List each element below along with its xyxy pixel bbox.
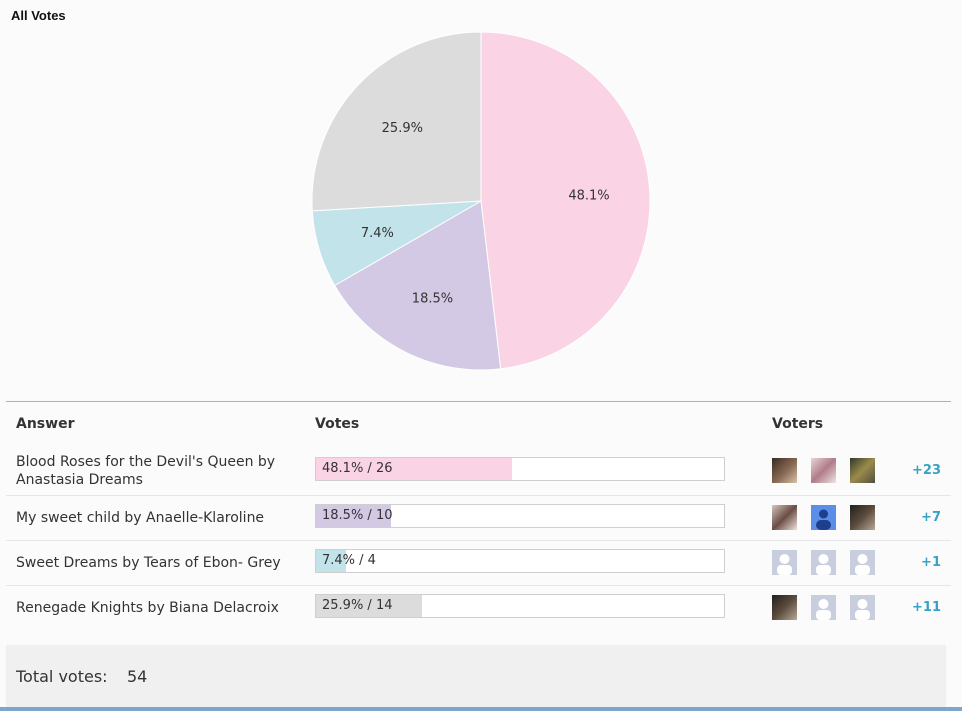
total-votes-label: Total votes: xyxy=(16,667,108,686)
answer-label: Sweet Dreams by Tears of Ebon- Grey xyxy=(16,555,281,571)
voter-avatar-placeholder[interactable] xyxy=(850,595,875,620)
table-row: Blood Roses for the Devil's Queen by Ana… xyxy=(6,443,951,496)
user-silhouette-icon xyxy=(855,554,870,575)
more-voters-link[interactable]: +23 xyxy=(912,463,941,478)
vote-bar-fill xyxy=(316,505,392,527)
vote-bar-text: 25.9% / 14 xyxy=(322,598,393,613)
vote-bar: 25.9% / 14 xyxy=(315,594,725,618)
answer-label: Blood Roses for the Devil's Queen by Ana… xyxy=(16,454,276,488)
more-voters-link[interactable]: +1 xyxy=(921,555,941,570)
vote-bar-text: 48.1% / 26 xyxy=(322,461,393,476)
table-row: Renegade Knights by Biana Delacroix 25.9… xyxy=(6,586,951,630)
voter-avatar[interactable] xyxy=(811,458,836,483)
voter-avatar[interactable] xyxy=(772,595,797,620)
voters-column-header: Voters xyxy=(772,416,824,432)
voter-avatar-placeholder[interactable] xyxy=(811,550,836,575)
voter-avatar-placeholder[interactable] xyxy=(772,550,797,575)
voter-avatar-placeholder[interactable] xyxy=(850,550,875,575)
voter-avatar-placeholder[interactable] xyxy=(811,595,836,620)
more-voters-link[interactable]: +11 xyxy=(912,600,941,615)
voter-avatar[interactable] xyxy=(772,505,797,530)
vote-bar-fill xyxy=(316,595,422,617)
more-voters-link[interactable]: +7 xyxy=(921,510,941,525)
pie-chart: 48.1% 18.5% 7.4% 25.9% xyxy=(311,31,651,371)
table-row: My sweet child by Anaelle-Klaroline 18.5… xyxy=(6,496,951,541)
chart-title: All Votes xyxy=(11,8,66,23)
total-votes-panel: Total votes: 54 xyxy=(6,645,946,707)
answer-label: Renegade Knights by Biana Delacroix xyxy=(16,600,279,616)
vote-bar-text: 7.4% / 4 xyxy=(322,553,376,568)
vote-bar-fill xyxy=(316,550,347,572)
pie-slice-label: 25.9% xyxy=(382,121,423,136)
answer-label: My sweet child by Anaelle-Klaroline xyxy=(16,510,265,526)
pie-slice xyxy=(333,200,502,371)
table-row: Sweet Dreams by Tears of Ebon- Grey 7.4%… xyxy=(6,541,951,586)
voter-avatar-default[interactable] xyxy=(811,505,836,530)
votes-column-header: Votes xyxy=(315,416,360,432)
vote-bar: 48.1% / 26 xyxy=(315,457,725,481)
divider xyxy=(6,401,951,402)
pie-slice-label: 7.4% xyxy=(361,226,394,241)
user-icon xyxy=(816,509,831,530)
pie-slice-label: 48.1% xyxy=(568,189,609,204)
vote-bar-fill xyxy=(316,458,513,480)
user-silhouette-icon xyxy=(855,599,870,620)
user-silhouette-icon xyxy=(777,554,792,575)
answer-column-header: Answer xyxy=(16,416,75,432)
pie-slice xyxy=(311,31,482,212)
pie-slice xyxy=(480,31,651,370)
total-votes-value: 54 xyxy=(127,667,148,686)
bottom-border xyxy=(0,707,962,711)
pie-slice-label: 18.5% xyxy=(412,292,453,307)
vote-bar: 7.4% / 4 xyxy=(315,549,725,573)
user-silhouette-icon xyxy=(816,554,831,575)
voter-avatar[interactable] xyxy=(850,458,875,483)
voter-avatar[interactable] xyxy=(850,505,875,530)
vote-bar-text: 18.5% / 10 xyxy=(322,508,393,523)
user-silhouette-icon xyxy=(816,599,831,620)
voter-avatar[interactable] xyxy=(772,458,797,483)
vote-bar: 18.5% / 10 xyxy=(315,504,725,528)
